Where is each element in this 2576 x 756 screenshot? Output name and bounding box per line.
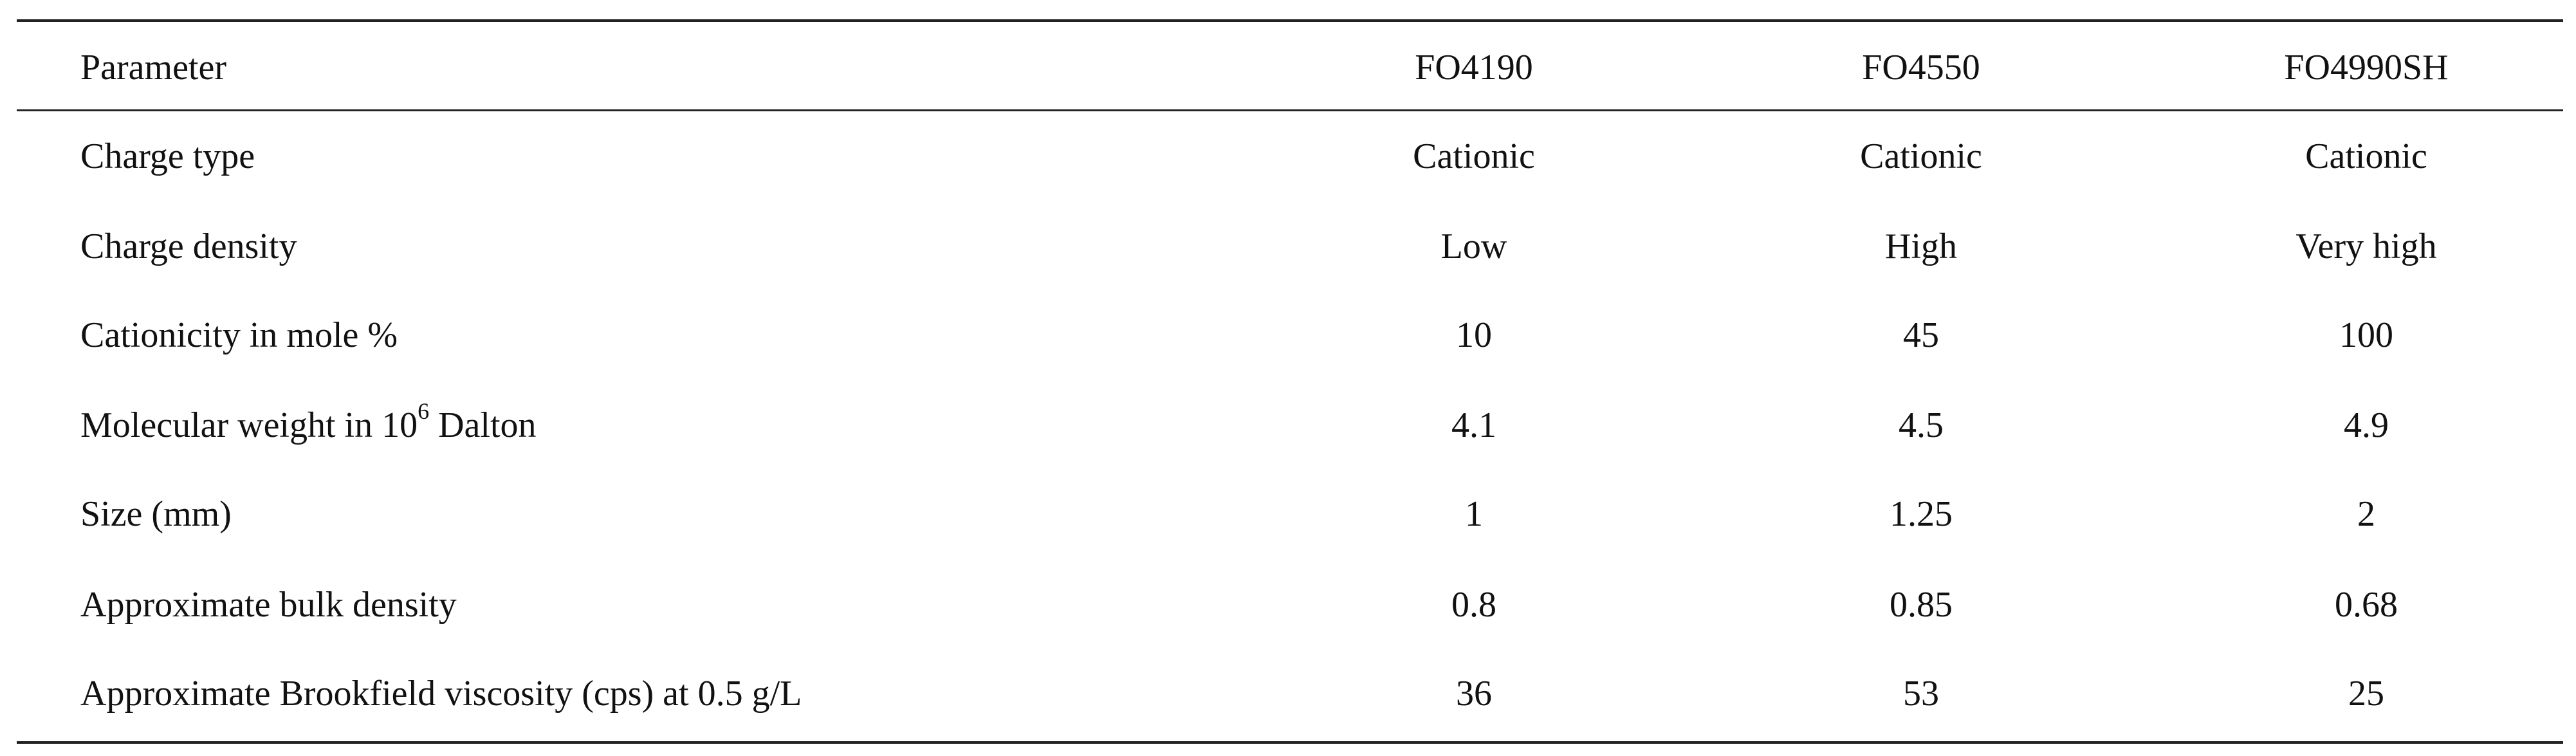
row-label: Cationicity in mole % <box>80 315 398 355</box>
value-cell: 2 <box>2357 494 2375 534</box>
value-cell: 1 <box>1465 494 1483 534</box>
row-label: Approximate Brookfield viscosity (cps) a… <box>80 674 802 714</box>
row-label: Approximate bulk density <box>80 585 457 625</box>
value-cell: 0.85 <box>1890 585 1953 625</box>
superscript: 6 <box>418 398 430 424</box>
text-part: Dalton <box>429 405 537 445</box>
value-cell: 4.1 <box>1451 405 1496 445</box>
value-cell: 0.68 <box>2335 585 2398 625</box>
value-cell: Cationic <box>2305 136 2427 176</box>
row-label: Size (mm) <box>80 494 232 534</box>
row-label: Charge density <box>80 226 297 266</box>
value-cell: 0.8 <box>1451 585 1496 625</box>
header-rule <box>17 109 2563 111</box>
value-cell: 10 <box>1456 315 1492 355</box>
value-cell: High <box>1885 226 1957 266</box>
row-label: Molecular weight in 106 Dalton <box>80 400 537 445</box>
value-cell: 36 <box>1456 674 1492 714</box>
value-cell: 1.25 <box>1890 494 1953 534</box>
value-cell: Low <box>1440 226 1507 266</box>
value-cell: 4.5 <box>1899 405 1944 445</box>
value-cell: Cationic <box>1413 136 1535 176</box>
value-cell: Cationic <box>1860 136 1982 176</box>
row-label: Charge type <box>80 136 255 176</box>
value-cell: Very high <box>2295 226 2437 266</box>
value-cell: 4.9 <box>2344 405 2389 445</box>
value-cell: 53 <box>1903 674 1939 714</box>
header-cell: FO4550 <box>1862 48 1980 88</box>
header-cell: FO4990SH <box>2284 48 2449 88</box>
top-rule <box>17 19 2563 22</box>
value-cell: 25 <box>2348 674 2384 714</box>
value-cell: 45 <box>1903 315 1939 355</box>
header-cell: FO4190 <box>1415 48 1533 88</box>
header-cell: Parameter <box>80 48 226 88</box>
text-part: Molecular weight in 10 <box>80 405 418 445</box>
bottom-rule <box>17 741 2563 744</box>
value-cell: 100 <box>2339 315 2393 355</box>
